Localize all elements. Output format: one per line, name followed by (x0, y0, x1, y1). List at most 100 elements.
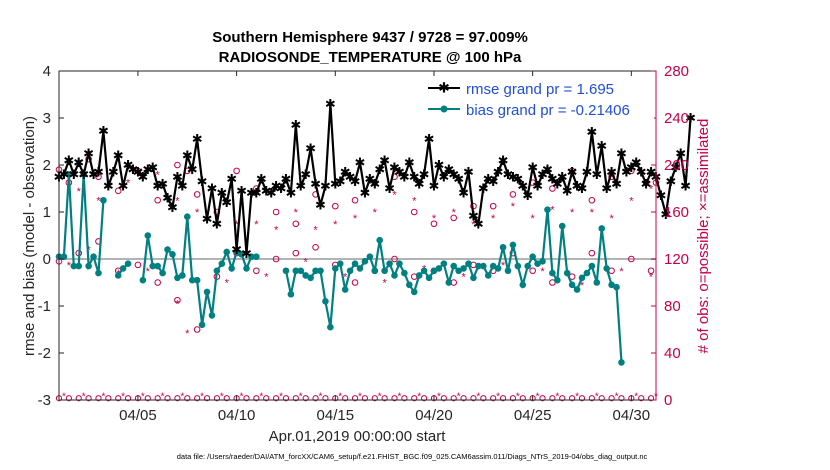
obs_possible-point (272, 208, 280, 216)
obs_assimilated-point: * (195, 207, 200, 219)
rmse-point: ✱ (315, 197, 326, 212)
y-tick-label-left: 0 (43, 251, 51, 268)
obs_lower_possible-point (154, 279, 161, 286)
rmse-point: ✱ (493, 165, 504, 180)
rmse-point: ✱ (399, 169, 410, 184)
bias-point (558, 222, 566, 230)
rmse-point: ✱ (660, 207, 671, 222)
obs_lower_assimilated-point: * (461, 272, 466, 284)
bias-point (174, 274, 181, 282)
y-tick-label-left: -1 (38, 298, 51, 315)
rmse-point: ✱ (290, 118, 301, 133)
rmse-point: ✱ (394, 165, 405, 180)
bias-point (223, 248, 231, 256)
bias-point (341, 286, 349, 293)
rmse-point: ✱ (389, 160, 400, 175)
rmse-point: ✱ (266, 186, 277, 201)
rmse-point: ✱ (478, 181, 489, 196)
obs-bottom-point (509, 395, 517, 402)
bias-point (183, 213, 191, 220)
obs_assimilated-point: * (156, 169, 161, 181)
rmse-point: ✱ (113, 148, 124, 163)
rmse-point: ✱ (433, 158, 444, 173)
obs-bottom-point: * (496, 391, 500, 402)
obs-bottom-point (578, 395, 586, 402)
rmse-point: ✱ (216, 186, 227, 201)
rmse-point: ✱ (177, 179, 188, 194)
bias-point (534, 260, 541, 268)
rmse-point: ✱ (68, 167, 79, 182)
obs_lower_assimilated-point: * (67, 260, 72, 272)
bias-point (603, 265, 610, 272)
rmse-point: ✱ (448, 167, 459, 182)
rmse-point: ✱ (152, 179, 163, 194)
obs_lower_possible-point (193, 326, 201, 333)
bias-point (420, 267, 428, 275)
rmse-point: ✱ (572, 179, 583, 194)
rmse-point: ✱ (438, 169, 449, 184)
obs-bottom-point (559, 395, 566, 402)
plot-background (59, 71, 656, 400)
obs-bottom-point: * (259, 391, 263, 402)
obs_possible-point (174, 161, 181, 169)
obs-bottom-point: * (397, 391, 401, 402)
y-tick-label-right: 160 (664, 204, 689, 221)
rmse-point: ✱ (350, 174, 361, 189)
rmse-point: ✱ (606, 165, 617, 180)
rmse-point: ✱ (118, 179, 129, 194)
obs-bottom-point: * (220, 391, 224, 402)
obs-bottom-point: * (299, 391, 303, 402)
rmse-point: ✱ (276, 181, 287, 196)
legend: ✱ rmse grand pr = 1.695 bias grand pr = … (420, 76, 654, 122)
obs-bottom-point (421, 395, 428, 402)
obs_possible-point (95, 173, 102, 181)
rmse-point: ✱ (379, 153, 390, 168)
obs-bottom-point (154, 395, 161, 402)
obs-bottom-point (490, 395, 497, 402)
obs_lower_assimilated-point: * (343, 272, 348, 284)
obs_lower_assimilated-point: * (304, 256, 309, 268)
obs_possible-point (233, 167, 240, 175)
obs_assimilated-point: * (392, 189, 397, 201)
rmse-line (58, 103, 692, 254)
obs_assimilated-point: * (294, 207, 299, 219)
obs_possible-point (193, 191, 201, 198)
bias-point (386, 260, 393, 268)
obs-bottom-point (75, 395, 82, 402)
obs-bottom-point (194, 395, 201, 402)
bias-point (568, 281, 576, 289)
bias-point (524, 262, 532, 270)
bias-point (90, 253, 97, 260)
obs-bottom-point: * (121, 391, 125, 402)
obs_assimilated-point: * (471, 219, 476, 231)
bias-point (95, 269, 102, 277)
obs-bottom-point: * (516, 391, 520, 402)
legend-rmse-label: rmse grand pr = 1.695 (466, 81, 614, 98)
y-tick-label-right: 120 (664, 251, 689, 268)
bias-point (460, 265, 467, 272)
obs-bottom-point: * (417, 391, 421, 402)
x-tick-label: 04/30 (613, 407, 651, 424)
bias-point (509, 241, 517, 249)
bias-point (213, 267, 221, 275)
obs_lower_assimilated-point: * (264, 272, 269, 284)
rmse-point: ✱ (498, 153, 509, 168)
obs_assimilated-point: * (126, 178, 131, 190)
bias-point (544, 206, 551, 213)
bias-point (361, 258, 369, 265)
rmse-point: ✱ (512, 172, 523, 187)
bias-point (563, 269, 571, 277)
rmse-point: ✱ (631, 155, 642, 170)
obs_lower_assimilated-point: * (580, 280, 585, 292)
obs-bottom-point (598, 395, 605, 402)
plot-area (59, 71, 656, 400)
obs_possible-point (430, 220, 438, 228)
bias-point (440, 260, 448, 268)
bias-point (489, 262, 497, 270)
rmse-point: ✱ (646, 165, 657, 180)
bias-point (164, 246, 171, 253)
bias-point (356, 265, 364, 272)
legend-bias-label: bias grand pr = -0.21406 (466, 102, 630, 119)
rmse-point: ✱ (419, 167, 430, 182)
